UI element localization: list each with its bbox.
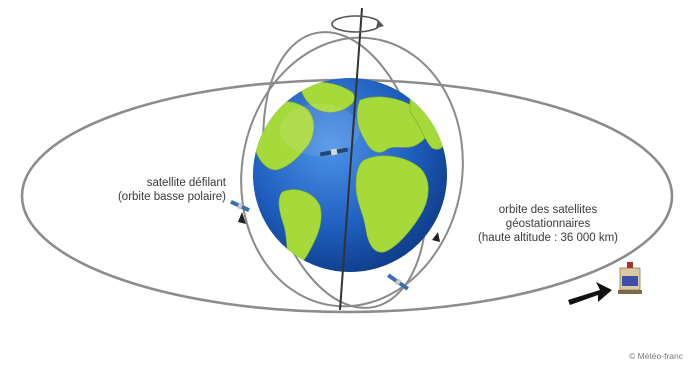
geostationary-label-line2: géostationnaires	[505, 218, 591, 230]
geostationary-orbit-front	[20, 195, 674, 314]
polar-satellite-label-line2: (orbite basse polaire)	[117, 191, 226, 203]
orbit-direction-arrow	[568, 282, 612, 305]
polar-satellite-label: satellite défilant (orbite basse polaire…	[68, 176, 226, 204]
rotation-axis	[339, 7, 363, 311]
satellite-on-globe	[319, 147, 349, 157]
geostationary-satellite	[618, 262, 642, 294]
polar-satellite-bottom	[387, 273, 409, 291]
geostationary-label-line1: orbite des satellites	[498, 204, 598, 216]
geostationary-orbit-label: orbite des satellites géostationnaires (…	[448, 203, 648, 245]
landmass-africa	[355, 155, 429, 253]
polar-satellite-label-line1: satellite défilant	[146, 177, 226, 189]
polar-orbit-2	[240, 36, 464, 308]
rotation-arrow	[331, 15, 381, 33]
image-credit: © Météo-franc	[629, 351, 683, 361]
landmass-north	[299, 81, 355, 113]
geostationary-label-line3: (haute altitude : 36 000 km)	[478, 232, 618, 244]
polar-satellite	[230, 199, 250, 213]
